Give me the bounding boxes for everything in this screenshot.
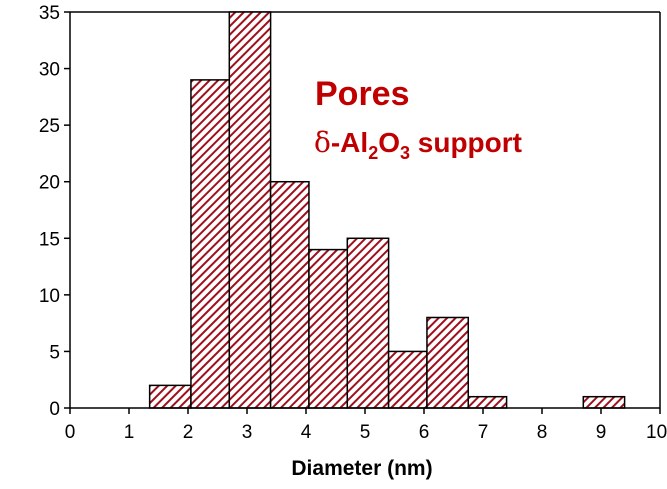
x-tick-label: 4 [301, 422, 312, 443]
x-tick-label: 3 [242, 422, 253, 443]
x-tick-label: 6 [419, 422, 430, 443]
x-tick-label: 5 [360, 422, 371, 443]
x-tick-label: 10 [646, 422, 667, 443]
formula-al: -Al [331, 127, 368, 158]
y-tick-label: 30 [39, 60, 60, 81]
histogram-bar-4 [269, 180, 310, 409]
histogram-bar-2 [190, 79, 231, 409]
histogram-bar-3 [228, 11, 272, 409]
histogram-bar-5 [308, 248, 349, 409]
y-tick-label: 0 [49, 399, 60, 420]
x-axis-ticks: 0 1 2 3 4 5 6 7 8 9 10 [65, 408, 667, 443]
formula-sub-3: 3 [400, 143, 410, 163]
formula-support: support [410, 127, 522, 158]
histogram-bar-1 [148, 384, 192, 409]
formula-sub-2: 2 [368, 143, 378, 163]
pores-annotation: Pores δ-Al2O3 support [314, 75, 522, 163]
histogram-bar-10 [582, 395, 626, 409]
y-tick-label: 20 [39, 173, 60, 194]
histogram-bar-6 [346, 237, 390, 409]
x-tick-label: 1 [124, 422, 135, 443]
x-axis-title: Diameter (nm) [291, 457, 432, 480]
x-tick-label: 7 [478, 422, 489, 443]
y-tick-label: 15 [39, 229, 60, 250]
x-tick-label: 9 [596, 422, 607, 443]
formula-o: O [378, 127, 400, 158]
y-tick-label: 25 [39, 116, 60, 137]
y-axis-ticks: 0 5 10 15 20 25 30 35 [39, 3, 70, 420]
x-tick-label: 8 [537, 422, 548, 443]
delta-symbol: δ [314, 126, 331, 159]
y-tick-label: 35 [39, 3, 60, 24]
y-tick-label: 5 [49, 342, 60, 363]
annotation-pores: Pores [315, 75, 410, 113]
plot-frame [70, 11, 661, 408]
histogram-bar-8 [426, 316, 470, 409]
y-tick-label: 10 [39, 286, 60, 307]
x-tick-label: 0 [65, 422, 76, 443]
histogram-bar-9 [467, 395, 508, 409]
histogram-bars [148, 11, 626, 409]
histogram-bar-7 [387, 350, 428, 409]
x-tick-label: 2 [183, 422, 194, 443]
annotation-support: δ-Al2O3 support [314, 126, 522, 163]
